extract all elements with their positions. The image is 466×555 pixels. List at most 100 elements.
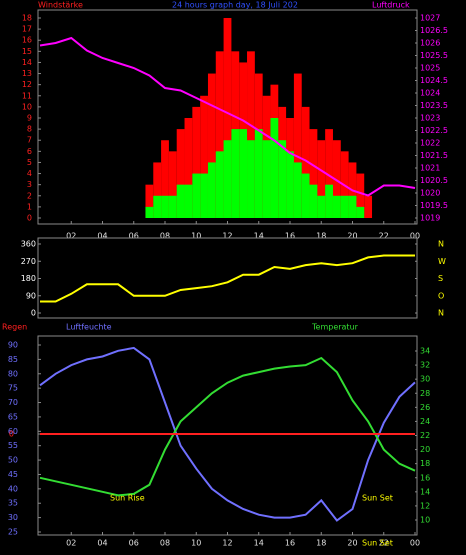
wind-bar: [309, 184, 318, 218]
series-line: [40, 254, 415, 303]
y-tick-label: 3: [27, 180, 32, 189]
y2-tick-label: 12: [420, 501, 430, 510]
y-tick-label: 2: [27, 191, 32, 200]
x-tick-label: 06: [129, 232, 139, 241]
y-tick-label: 55: [8, 441, 18, 450]
wind-bar: [168, 195, 177, 218]
y2-tick-label: 1024.5: [420, 76, 448, 85]
y2-tick-label: 16: [420, 473, 430, 482]
x-tick-label: 22: [379, 539, 389, 548]
wind-bar: [262, 140, 271, 218]
y2-tick-label: 30: [420, 375, 430, 384]
wind-bar: [239, 129, 248, 218]
y2-tick-label: 1020.5: [420, 176, 448, 185]
y-tick-label: 90: [8, 341, 18, 350]
annotation: Sun Set: [362, 494, 393, 503]
x-tick-label: 02: [66, 539, 76, 548]
wind-bar: [332, 195, 341, 218]
wind-bar: [356, 173, 365, 218]
title: 24 hours graph day, 18 Juli 202: [172, 1, 298, 10]
annotation: Sun Set: [362, 539, 393, 548]
wind-bar: [192, 173, 201, 218]
wind-bar: [293, 162, 302, 218]
y-tick-label: 17: [22, 25, 32, 34]
wind-bar: [200, 173, 208, 218]
wind-bar: [332, 140, 341, 218]
y-label: Luftfeuchte: [66, 323, 112, 332]
y-tick-label: 9: [27, 114, 32, 123]
x-tick-label: 08: [160, 539, 170, 548]
wind-bar: [207, 162, 216, 218]
wind-bar: [145, 184, 154, 218]
y-tick-label: 8: [27, 125, 32, 134]
y2-label: Luftdruck: [372, 1, 410, 10]
y2-tick-label: 1027: [420, 14, 440, 23]
x-tick-label: 16: [285, 539, 295, 548]
y-tick-label: 70: [8, 398, 18, 407]
wind-bar: [192, 106, 201, 218]
wind-bar: [309, 129, 318, 218]
wind-bar: [293, 73, 302, 218]
y-tick-label: 25: [8, 528, 18, 537]
x-tick-label: 14: [254, 539, 264, 548]
y-tick-label: 45: [8, 470, 18, 479]
y-tick-label: 75: [8, 384, 18, 393]
y2-tick-label: O: [438, 291, 444, 300]
y2-tick-label: 1020: [420, 189, 440, 198]
y-tick-label: 40: [8, 484, 18, 493]
y-tick-label: 80: [8, 369, 18, 378]
y-tick-label: 5: [27, 158, 32, 167]
y2-tick-label: 1024: [420, 89, 440, 98]
series-line: [39, 346, 416, 522]
y-tick-label: 11: [22, 91, 32, 100]
y2-tick-label: N: [438, 309, 444, 318]
wind-bar: [215, 151, 224, 218]
wind-bar: [286, 151, 294, 218]
y2-tick-label: 1022: [420, 139, 440, 148]
y2-tick-label: 1023.5: [420, 101, 448, 110]
y-tick-label: 14: [22, 58, 32, 67]
wind-bar: [356, 206, 365, 218]
y2-tick-label: 20: [420, 445, 430, 454]
wind-bar: [270, 118, 279, 218]
y-tick-label: 13: [22, 69, 32, 78]
y3-label: Regen: [2, 323, 27, 332]
wind-bar: [364, 195, 373, 218]
y2-tick-label: 1025: [420, 64, 440, 73]
wind-bar: [317, 140, 326, 218]
wind-bar: [161, 140, 169, 218]
x-tick-label: 16: [285, 232, 295, 241]
wind-bar: [168, 151, 177, 218]
x-tick-label: 04: [97, 539, 107, 548]
y-tick-label: 0: [31, 309, 36, 318]
y2-tick-label: 28: [420, 389, 430, 398]
wind-bar: [301, 173, 310, 218]
y2-tick-label: S: [438, 274, 443, 283]
y-tick-label: 270: [21, 257, 36, 266]
annotation: Sun Rise: [110, 494, 145, 503]
y-tick-label: 35: [8, 499, 18, 508]
x-tick-label: 06: [129, 539, 139, 548]
y-tick-label: 4: [27, 169, 32, 178]
wind-bar: [176, 129, 185, 218]
wind-bar: [215, 51, 224, 219]
wind-bar: [340, 195, 349, 218]
x-tick-label: 10: [191, 539, 201, 548]
wind-bar: [184, 118, 193, 218]
x-tick-label: 14: [254, 232, 264, 241]
y-tick-label: 10: [22, 102, 32, 111]
y-tick-label: 360: [21, 240, 36, 249]
y-tick-label: 85: [8, 355, 18, 364]
wind-bar: [145, 206, 154, 218]
wind-bar: [278, 140, 287, 218]
x-tick-label: 12: [222, 539, 232, 548]
y2-tick-label: 1019: [420, 214, 440, 223]
y-tick-label: 15: [22, 47, 32, 56]
y2-tick-label: 1025.5: [420, 51, 448, 60]
y-tick-label: 12: [22, 80, 32, 89]
x-tick-label: 22: [379, 232, 389, 241]
y2-tick-label: 1019.5: [420, 201, 448, 210]
y-tick-label: 60: [8, 427, 18, 436]
y2-tick-label: 26: [420, 403, 430, 412]
